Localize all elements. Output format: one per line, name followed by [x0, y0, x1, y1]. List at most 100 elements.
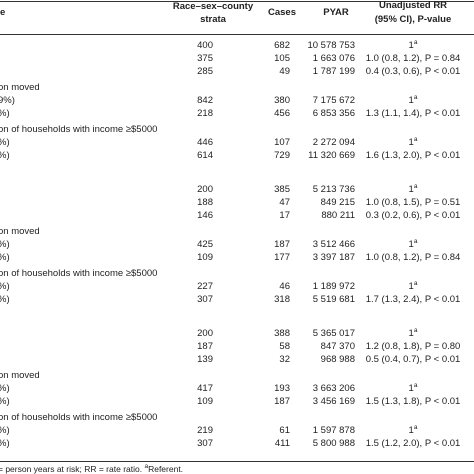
cases-cell: 177: [274, 252, 290, 263]
rr-text: 1.3 (1.1, 1.4), P < 0.01: [365, 108, 461, 119]
cases-cell: 380: [274, 95, 290, 106]
row-label: %): [0, 396, 10, 407]
rr-cell: 1.5 (1.2, 2.0), P < 0.01: [366, 438, 461, 450]
header-rule: [0, 34, 474, 35]
rr-cell: 0.4 (0.3, 0.6), P < 0.01: [366, 66, 461, 78]
rr-text: 1.0 (0.8, 1.2), P = 0.84: [365, 53, 461, 64]
header-cell: Race–sex–county: [172, 1, 254, 12]
footnote: = person years at risk; RR = rate ratio.…: [0, 463, 183, 474]
rr-mark: a: [413, 136, 418, 143]
header-cell: Cases: [268, 7, 296, 18]
rr-cell: 1.2 (0.8, 1.8), P = 0.80: [366, 341, 461, 353]
pyar-cell: 3 456 169: [312, 396, 355, 407]
cases-cell: 107: [274, 137, 290, 148]
pyar-cell: 968 988: [320, 354, 355, 365]
pyar-cell: 5 365 017: [312, 328, 355, 339]
pyar-cell: 10 578 753: [307, 40, 355, 51]
strata-cell: 446: [197, 137, 213, 148]
pyar-cell: 5 519 681: [312, 294, 355, 305]
rr-text: 1: [408, 383, 414, 394]
cases-cell: 385: [274, 184, 290, 195]
strata-cell: 425: [197, 239, 213, 250]
rr-text: 1: [408, 425, 414, 436]
pyar-cell: 6 853 356: [312, 108, 355, 119]
row-label: on of households with income ≥$5000: [0, 412, 158, 423]
rr-text: 1.0 (0.8, 1.2), P = 0.84: [365, 252, 461, 263]
row-label: %): [0, 281, 10, 292]
cases-cell: 58: [279, 341, 290, 352]
strata-cell: 109: [197, 396, 213, 407]
cases-cell: 682: [274, 40, 290, 51]
row-label: %): [0, 294, 10, 305]
cases-cell: 49: [279, 66, 290, 77]
rr-text: 1: [408, 328, 414, 339]
strata-cell: 614: [197, 150, 213, 161]
rr-mark: a: [413, 39, 418, 46]
row-label: %): [0, 383, 10, 394]
rr-mark: a: [413, 424, 418, 431]
strata-cell: 200: [197, 184, 213, 195]
cases-cell: 193: [274, 383, 290, 394]
cases-cell: 411: [274, 438, 290, 449]
strata-cell: 307: [197, 294, 213, 305]
footnote-text: = person years at risk; RR = rate ratio.: [0, 464, 145, 474]
header-cell: strata: [200, 14, 226, 25]
rr-text: 1: [408, 184, 414, 195]
strata-cell: 285: [197, 66, 213, 77]
row-label: %): [0, 137, 10, 148]
bottom-rule: [0, 461, 474, 462]
rr-cell: 1a: [408, 94, 418, 107]
cases-cell: 388: [274, 328, 290, 339]
strata-cell: 139: [197, 354, 213, 365]
strata-cell: 219: [197, 425, 213, 436]
row-label: %): [0, 252, 10, 263]
strata-cell: 146: [197, 210, 213, 221]
strata-cell: 400: [197, 40, 213, 51]
cases-cell: 187: [274, 396, 290, 407]
cases-cell: 47: [279, 197, 290, 208]
cases-cell: 46: [279, 281, 290, 292]
rr-text: 1: [408, 40, 414, 51]
header-cell: e: [0, 7, 6, 18]
pyar-cell: 1 787 199: [312, 66, 355, 77]
pyar-cell: 3 397 187: [312, 252, 355, 263]
strata-cell: 187: [197, 341, 213, 352]
row-label: %): [0, 239, 10, 250]
top-rule: [0, 1, 474, 2]
rr-text: 1: [408, 137, 414, 148]
strata-cell: 200: [197, 328, 213, 339]
pyar-cell: 5 213 736: [312, 184, 355, 195]
footnote-text: Referent.: [148, 464, 184, 474]
rr-text: 1.6 (1.3, 2.0), P < 0.01: [365, 150, 461, 161]
header-cell: PYAR: [323, 7, 349, 18]
rr-text: 0.3 (0.2, 0.6), P < 0.01: [365, 210, 461, 221]
row-label: on moved: [0, 370, 40, 381]
row-label: on of households with income ≥$5000: [0, 124, 158, 135]
rr-text: 0.5 (0.4, 0.7), P < 0.01: [365, 354, 461, 365]
pyar-cell: 5 800 988: [312, 438, 355, 449]
rr-cell: 1a: [408, 39, 418, 52]
pyar-cell: 3 663 206: [312, 383, 355, 394]
cases-cell: 17: [279, 210, 290, 221]
pyar-cell: 1 663 076: [312, 53, 355, 64]
pyar-cell: 847 370: [320, 341, 355, 352]
row-label: %): [0, 150, 10, 161]
cases-cell: 187: [274, 239, 290, 250]
rr-text: 1.0 (0.8, 1.5), P = 0.51: [365, 197, 461, 208]
strata-cell: 417: [197, 383, 213, 394]
rr-mark: a: [413, 382, 418, 389]
strata-cell: 109: [197, 252, 213, 263]
rr-cell: 1a: [408, 183, 418, 196]
strata-cell: 218: [197, 108, 213, 119]
rr-cell: 1a: [409, 280, 418, 293]
footnote-mark: a: [144, 463, 149, 470]
rr-cell: 1a: [408, 424, 418, 437]
rr-cell: 1.3 (1.1, 1.4), P < 0.01: [366, 108, 461, 120]
row-label: %): [0, 438, 10, 449]
strata-cell: 188: [197, 197, 213, 208]
rr-cell: 0.5 (0.4, 0.7), P < 0.01: [366, 354, 461, 366]
rr-text: 1: [408, 95, 414, 106]
row-label: 9%): [0, 95, 15, 106]
rr-cell: 1.0 (0.8, 1.5), P = 0.51: [366, 197, 461, 209]
